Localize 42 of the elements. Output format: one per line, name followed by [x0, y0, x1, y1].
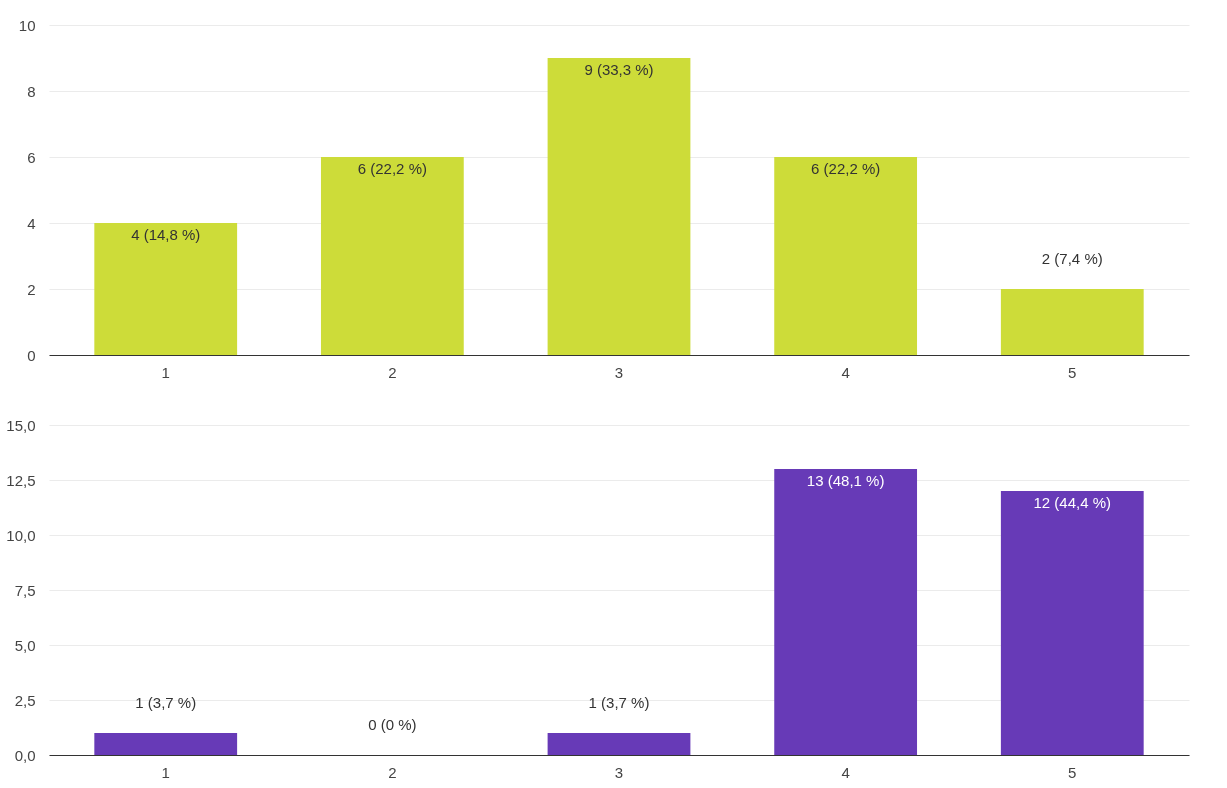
data-label: 2 (7,4 %): [1041, 250, 1103, 267]
bar: [547, 733, 691, 755]
bar: [547, 58, 691, 355]
bar: [774, 469, 918, 755]
x-tick-label: 4: [841, 363, 850, 381]
y-tick-label: 7,5: [14, 581, 36, 599]
x-tick-label: 2: [388, 763, 397, 781]
y-tick-label: 5,0: [14, 636, 36, 654]
bar: [1000, 289, 1144, 355]
y-tick-label: 10,0: [6, 526, 36, 544]
bar: [94, 733, 238, 755]
y-tick-label: 6: [27, 148, 36, 166]
data-label: 1 (3,7 %): [135, 694, 197, 711]
data-label: 6 (22,2 %): [357, 160, 427, 177]
x-tick-label: 4: [841, 763, 850, 781]
x-tick-label: 5: [1068, 763, 1077, 781]
data-label: 6 (22,2 %): [811, 160, 881, 177]
y-tick-label: 12,5: [6, 471, 36, 489]
y-tick-label: 0,0: [14, 746, 36, 764]
data-label: 4 (14,8 %): [131, 226, 201, 243]
x-tick-label: 3: [614, 763, 624, 781]
data-label: 13 (48,1 %): [806, 472, 885, 489]
y-tick-label: 2: [27, 280, 36, 298]
bar: [94, 223, 238, 355]
x-tick-label: 3: [614, 363, 624, 381]
y-tick-label: 8: [27, 82, 36, 100]
y-tick-label: 4: [27, 214, 36, 232]
bar: [1000, 491, 1144, 755]
x-tick-label: 1: [161, 763, 170, 781]
y-tick-label: 2,5: [14, 691, 36, 709]
y-tick-label: 0: [27, 346, 36, 364]
y-tick-label: 10: [18, 16, 36, 34]
x-tick-label: 1: [161, 363, 170, 381]
data-label: 0 (0 %): [368, 716, 417, 733]
data-label: 1 (3,7 %): [588, 694, 650, 711]
bar: [320, 157, 464, 355]
x-tick-label: 5: [1068, 363, 1077, 381]
data-label: 9 (33,3 %): [584, 61, 654, 78]
data-label: 12 (44,4 %): [1033, 494, 1112, 511]
bar: [774, 157, 918, 355]
y-tick-label: 15,0: [6, 416, 36, 434]
x-tick-label: 2: [388, 363, 397, 381]
